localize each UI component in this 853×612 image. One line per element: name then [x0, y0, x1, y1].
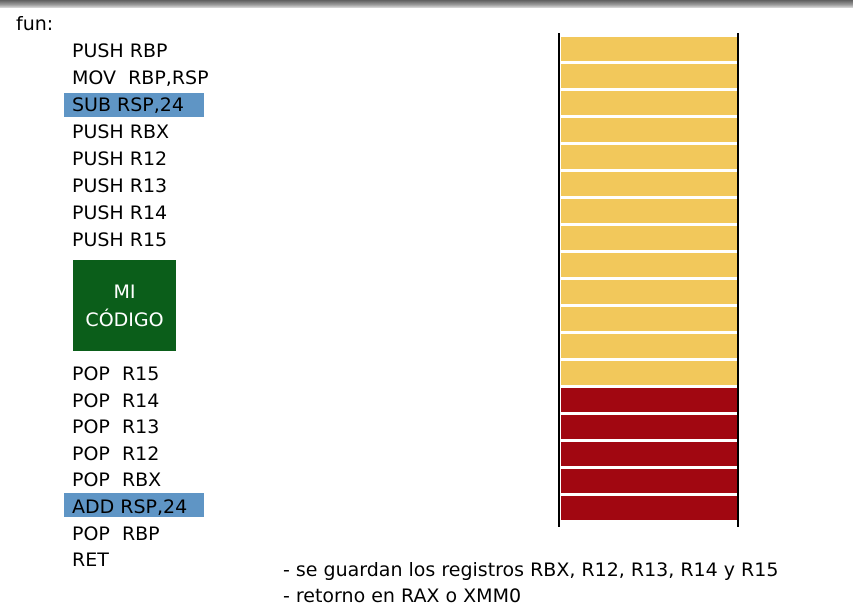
- my-code-block: MI CÓDIGO: [73, 260, 176, 351]
- stack-slot-reserved: [561, 442, 737, 466]
- prologue-line: PUSH R14: [72, 202, 168, 224]
- stack-slot-reserved: [561, 415, 737, 439]
- epilogue-line: POP R13: [72, 416, 160, 438]
- prologue-line: PUSH R15: [72, 229, 168, 251]
- stack-slot-reserved: [561, 496, 737, 520]
- prologue-line: PUSH R12: [72, 148, 168, 170]
- top-border: [0, 0, 853, 8]
- epilogue-line: POP R12: [72, 443, 160, 465]
- stack-slot-saved: [561, 91, 737, 115]
- note-return-register: - retorno en RAX o XMM0: [283, 585, 522, 607]
- stack-slot-saved: [561, 199, 737, 223]
- stack-slot-saved: [561, 226, 737, 250]
- prologue-line: PUSH RBP: [72, 40, 168, 62]
- function-label: fun:: [16, 13, 54, 35]
- stack-slot-reserved: [561, 469, 737, 493]
- epilogue-line: RET: [72, 549, 109, 571]
- my-code-label-2: CÓDIGO: [85, 308, 164, 331]
- stack-left-wall: [558, 33, 560, 527]
- epilogue-line: POP R14: [72, 390, 160, 412]
- my-code-label-1: MI: [113, 280, 136, 303]
- stack-slot-saved: [561, 37, 737, 61]
- epilogue-line-add-rsp: ADD RSP,24: [72, 496, 188, 518]
- stack-right-wall: [737, 33, 739, 527]
- prologue-line: PUSH R13: [72, 175, 168, 197]
- stack-slot-saved: [561, 64, 737, 88]
- note-saved-registers: - se guardan los registros RBX, R12, R13…: [283, 559, 779, 581]
- stack-slot-saved: [561, 253, 737, 277]
- epilogue-line: POP RBP: [72, 523, 160, 545]
- stack-slot-saved: [561, 307, 737, 331]
- prologue-line: MOV RBP,RSP: [72, 67, 209, 89]
- prologue-line-sub-rsp: SUB RSP,24: [72, 94, 184, 116]
- epilogue-line: POP R15: [72, 363, 160, 385]
- add-rsp-highlight: [64, 493, 204, 517]
- stack-slot-saved: [561, 172, 737, 196]
- epilogue-line: POP RBX: [72, 469, 162, 491]
- stack-slot-saved: [561, 361, 737, 385]
- stack-slot-saved: [561, 118, 737, 142]
- prologue-line: PUSH RBX: [72, 121, 170, 143]
- stack-slot-reserved: [561, 388, 737, 412]
- stack-slot-saved: [561, 280, 737, 304]
- stack-slot-saved: [561, 334, 737, 358]
- stack-slot-saved: [561, 145, 737, 169]
- sub-rsp-highlight: [64, 93, 204, 117]
